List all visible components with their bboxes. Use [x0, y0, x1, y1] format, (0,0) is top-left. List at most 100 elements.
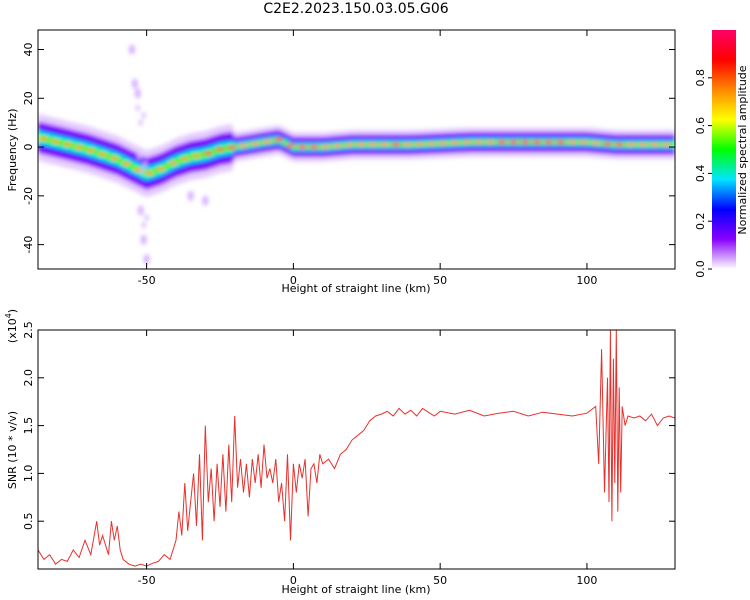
spectrogram-speckle — [187, 190, 194, 201]
spectrogram-peak — [590, 140, 601, 145]
spectrogram-ytick-label: 0 — [22, 144, 35, 151]
spectrogram-speckle — [143, 161, 148, 168]
spectrogram-peak — [637, 142, 648, 147]
spectrogram-peak — [426, 141, 437, 146]
spectrogram-xtick-label: -50 — [138, 274, 156, 287]
spectrogram-peak — [320, 144, 331, 149]
chart-title: C2E2.2023.150.03.05.G06 — [263, 1, 449, 17]
snr-series-line — [38, 330, 675, 567]
spectrogram-ytick-label: -20 — [22, 187, 35, 205]
spectrogram-peak — [191, 153, 202, 158]
spectrogram-ylabel: Frequency (Hz) — [6, 109, 19, 192]
spectrogram-xlabel: Height of straight line (km) — [281, 282, 430, 295]
spectrogram-xtick-label: 100 — [576, 274, 597, 287]
spectrogram-peak — [179, 156, 190, 161]
spectrogram-peak — [649, 142, 660, 147]
snr-xtick-label: 100 — [576, 574, 597, 587]
colorbar-label: Normalized spectral amplitude — [736, 65, 749, 234]
spectrogram-speckle — [141, 222, 146, 229]
spectrogram-peak — [144, 170, 155, 175]
spectrogram-frame — [37, 29, 676, 270]
spectrogram-peak — [156, 167, 167, 172]
spectrogram-band — [38, 133, 675, 178]
spectrogram-peak — [238, 143, 249, 148]
colorbar: 0.0 0.2 0.4 0.6 0.8 Normalized spectral ampl… — [694, 30, 749, 278]
spectrogram-ytick-label: -40 — [22, 236, 35, 254]
spectrogram-peak — [402, 142, 413, 147]
spectrogram-xtick-label: 50 — [433, 274, 447, 287]
snr-panel: -50 0 50 100 0.5 1.0 1.5 2.0 2.5 Height of strai… — [4, 309, 676, 596]
snr-ticks: -50 0 50 100 0.5 1.0 1.5 2.0 2.5 — [22, 321, 675, 587]
spectrogram-peak — [602, 141, 613, 146]
snr-frame — [37, 329, 676, 570]
spectrogram-peak — [625, 142, 636, 147]
spectrogram-peak — [485, 140, 496, 145]
spectrogram-speckle — [144, 214, 149, 221]
spectrogram-peak — [332, 143, 343, 148]
spectrogram-peak — [97, 152, 108, 157]
spectrogram-peak — [308, 145, 319, 150]
spectrogram-peak — [379, 142, 390, 147]
spectrogram-peak — [132, 167, 143, 172]
snr-xtick-label: 50 — [433, 574, 447, 587]
spectrogram-speckle — [141, 112, 146, 119]
spectrogram-peak — [555, 140, 566, 145]
snr-ytick-label: 1.5 — [22, 417, 35, 435]
spectrogram-peak — [203, 151, 214, 156]
snr-ytick-label: 2.0 — [22, 369, 35, 387]
spectrogram-peak — [520, 140, 531, 145]
colorbar-tick-label: 0.4 — [694, 165, 707, 183]
snr-xtick-label: 0 — [290, 574, 297, 587]
spectrogram-peak — [661, 142, 672, 147]
spectrogram-peak — [449, 140, 460, 145]
spectrogram-peak — [273, 137, 284, 142]
spectrogram-speckle — [135, 105, 140, 112]
spectrogram-peak — [391, 142, 402, 147]
spectrogram-peak — [250, 141, 261, 146]
spectrogram-speckle — [134, 88, 141, 99]
spectrogram-peak — [532, 140, 543, 145]
spectrogram-peak — [367, 142, 378, 147]
spectrogram-speckle — [138, 119, 143, 126]
spectrogram-peak — [226, 145, 237, 150]
snr-multiplier-exp: 4 — [4, 313, 13, 318]
spectrogram-peak — [355, 142, 366, 147]
spectrogram-peak — [62, 142, 73, 147]
spectrogram-speckle — [131, 78, 138, 89]
spectrogram-peak — [461, 140, 472, 145]
spectrogram-panel: -50 0 50 100 -40 -20 0 20 40 Height of straight … — [6, 29, 676, 295]
spectrogram-peak — [261, 139, 272, 144]
snr-ytick-label: 0.5 — [22, 512, 35, 530]
spectrogram-peak — [297, 145, 308, 150]
spectrogram-speckle — [140, 234, 147, 245]
snr-multiplier-base: (x10 — [6, 318, 19, 343]
spectrogram-xtick-label: 0 — [290, 274, 297, 287]
snr-xlabel: Height of straight line (km) — [281, 583, 430, 596]
snr-ytick-label: 1.0 — [22, 465, 35, 483]
spectrogram-peak — [438, 141, 449, 146]
spectrogram-peak — [215, 147, 225, 152]
spectrogram-ticks: -50 0 50 100 -40 -20 0 20 40 — [22, 30, 675, 287]
colorbar-tick-label: 0.8 — [694, 69, 707, 87]
snr-ylabel: SNR (10 * v/v) — [6, 411, 19, 489]
snr-xtick-label: -50 — [138, 574, 156, 587]
spectrogram-peak — [614, 142, 625, 147]
spectrogram-ytick-label: 40 — [22, 43, 35, 57]
spectrogram-peak — [74, 145, 85, 150]
spectrogram-peak — [344, 142, 355, 147]
spectrogram-peak — [567, 140, 578, 145]
spectrogram-peak — [543, 140, 554, 145]
snr-ytick-label: 2.5 — [22, 321, 35, 339]
spectrogram-peak — [414, 142, 425, 147]
spectrogram-peak — [285, 143, 296, 148]
spectrogram-speckle — [143, 254, 150, 265]
spectrogram-peak — [496, 140, 507, 145]
colorbar-tick-label: 0.6 — [694, 117, 707, 135]
spectrogram-peak — [109, 156, 120, 161]
spectrogram-speckle — [202, 195, 209, 206]
spectrogram-ytick-label: 20 — [22, 91, 35, 105]
colorbar-tick-label: 0.0 — [694, 260, 707, 278]
spectrogram-peak — [473, 140, 484, 145]
spectrogram-speckle — [138, 207, 143, 214]
